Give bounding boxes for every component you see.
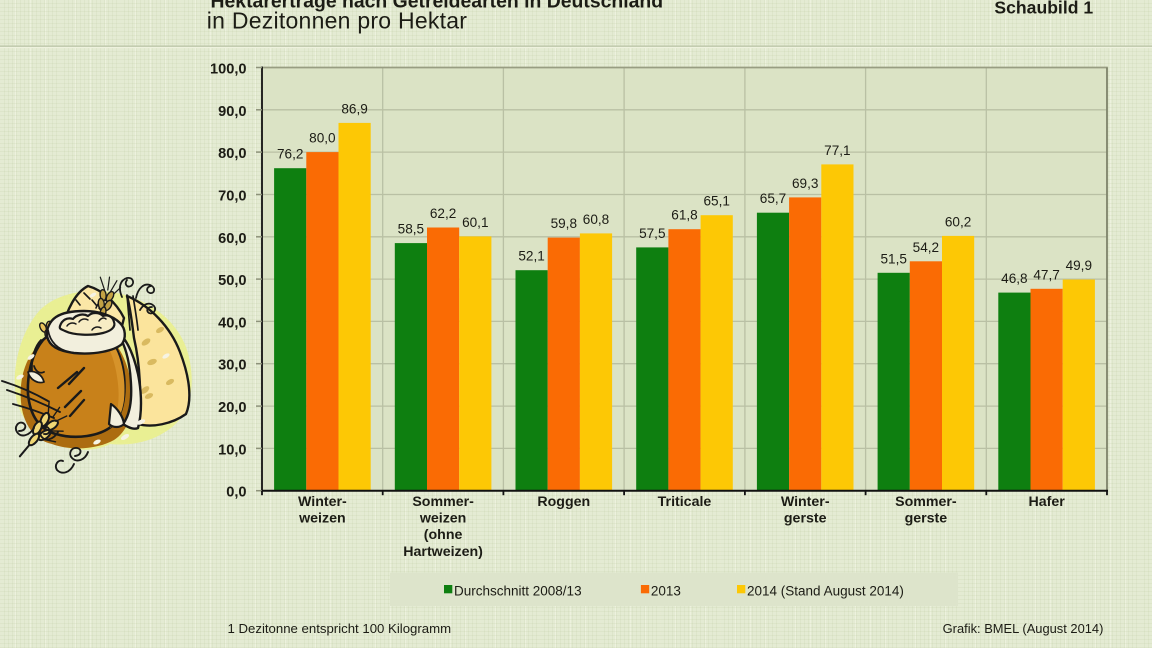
svg-text:47,7: 47,7 <box>1033 267 1059 282</box>
svg-text:60,1: 60,1 <box>462 215 488 230</box>
svg-text:62,2: 62,2 <box>430 206 456 221</box>
svg-text:gerste: gerste <box>905 511 948 527</box>
svg-text:57,5: 57,5 <box>639 226 665 241</box>
svg-text:10,0: 10,0 <box>218 442 246 458</box>
svg-text:Winter-: Winter- <box>781 494 830 510</box>
svg-text:90,0: 90,0 <box>218 104 246 120</box>
svg-text:0,0: 0,0 <box>226 485 246 501</box>
svg-text:60,8: 60,8 <box>583 212 609 227</box>
svg-text:76,2: 76,2 <box>277 147 303 162</box>
svg-text:100,0: 100,0 <box>210 62 247 78</box>
svg-text:46,8: 46,8 <box>1001 271 1027 286</box>
svg-text:20,0: 20,0 <box>218 400 246 416</box>
svg-text:Roggen: Roggen <box>537 494 590 510</box>
svg-text:60,2: 60,2 <box>945 214 971 229</box>
svg-text:54,2: 54,2 <box>913 240 939 255</box>
svg-text:Hafer: Hafer <box>1028 494 1065 510</box>
svg-text:Schaubild 1: Schaubild 1 <box>994 0 1093 18</box>
svg-text:Hartweizen): Hartweizen) <box>403 544 483 560</box>
svg-text:86,9: 86,9 <box>341 101 367 116</box>
svg-text:51,5: 51,5 <box>880 251 906 266</box>
svg-text:weizen: weizen <box>298 511 346 527</box>
svg-text:Grafik: BMEL (August 2014): Grafik: BMEL (August 2014) <box>943 621 1104 636</box>
svg-text:(ohne: (ohne <box>424 527 463 543</box>
svg-text:58,5: 58,5 <box>398 222 424 237</box>
svg-text:Triticale: Triticale <box>658 494 712 510</box>
svg-text:70,0: 70,0 <box>218 189 246 205</box>
svg-text:Winter-: Winter- <box>298 494 347 510</box>
svg-text:Hektarerträge nach Getreideart: Hektarerträge nach Getreidearten in Deut… <box>211 0 664 12</box>
svg-text:Sommer-: Sommer- <box>412 494 474 510</box>
svg-text:in Dezitonnen pro Hektar: in Dezitonnen pro Hektar <box>207 8 468 34</box>
svg-text:2013: 2013 <box>651 583 681 598</box>
svg-text:80,0: 80,0 <box>218 146 246 162</box>
svg-text:65,1: 65,1 <box>703 194 729 209</box>
svg-text:59,8: 59,8 <box>551 216 577 231</box>
svg-text:Durchschnitt 2008/13: Durchschnitt 2008/13 <box>454 583 582 598</box>
svg-text:gerste: gerste <box>784 511 827 527</box>
svg-text:52,1: 52,1 <box>518 249 544 264</box>
svg-text:Sommer-: Sommer- <box>895 494 957 510</box>
svg-text:1 Dezitonne entspricht 100 Kil: 1 Dezitonne entspricht 100 Kilogramm <box>228 621 452 636</box>
svg-text:65,7: 65,7 <box>760 191 786 206</box>
svg-text:61,8: 61,8 <box>671 208 697 223</box>
svg-text:50,0: 50,0 <box>218 273 246 289</box>
svg-text:77,1: 77,1 <box>824 143 850 158</box>
svg-text:2014 (Stand August 2014): 2014 (Stand August 2014) <box>747 583 904 598</box>
svg-text:weizen: weizen <box>419 511 467 527</box>
svg-text:80,0: 80,0 <box>309 131 336 146</box>
svg-text:49,9: 49,9 <box>1066 258 1092 273</box>
svg-text:40,0: 40,0 <box>218 315 246 331</box>
svg-text:60,0: 60,0 <box>218 231 246 247</box>
svg-text:30,0: 30,0 <box>218 358 246 374</box>
svg-text:69,3: 69,3 <box>792 176 818 191</box>
